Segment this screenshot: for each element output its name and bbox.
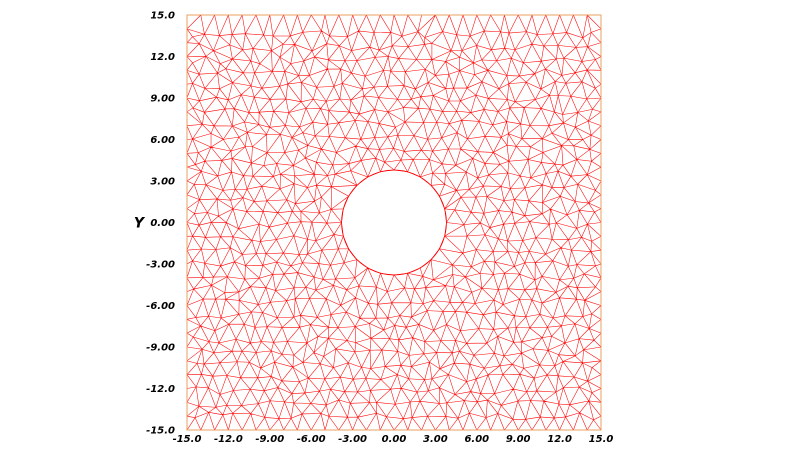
domain-frame [186,14,602,431]
y-tick-label: -9.00 [146,343,175,354]
x-tick-label: -15.0 [173,434,202,444]
x-tick-label: 15.0 [589,434,614,444]
x-axis-tick-labels: -15.0 -12.0 -9.00 -6.00 -3.00 0.00 3.00 6.00 9.0… [173,434,614,445]
y-tick-label: -15.0 [146,426,175,437]
x-tick-label: 0.00 [382,434,407,444]
x-tick-label: -9.00 [255,434,284,444]
x-tick-label: -12.0 [214,434,243,444]
triangle-mesh [186,14,602,431]
y-tick-label: -6.00 [146,301,175,312]
x-tick-label: 9.00 [506,434,531,444]
x-tick-label: 12.0 [547,434,572,444]
y-axis-tick-labels: 15.0 12.0 9.00 6.00 3.00 0.00 -3.00 -6.00 -9.00 -… [146,11,175,437]
x-tick-label: 6.00 [464,434,489,444]
mesh-edges [186,14,602,431]
y-tick-label: -3.00 [146,260,175,271]
x-tick-label: -3.00 [338,434,367,444]
y-tick-label: 6.00 [150,135,175,146]
y-axis-title: Y [134,216,146,232]
y-tick-label: 12.0 [150,52,175,63]
y-tick-label: -12.0 [146,384,175,395]
y-tick-label: 15.0 [150,11,175,22]
y-tick-label: 0.00 [150,218,175,229]
x-tick-label: 3.00 [423,434,448,444]
x-tick-label: -6.00 [297,434,326,444]
y-tick-label: 3.00 [150,177,175,188]
y-tick-label: 9.00 [150,94,175,105]
circular-hole-boundary [341,169,447,276]
